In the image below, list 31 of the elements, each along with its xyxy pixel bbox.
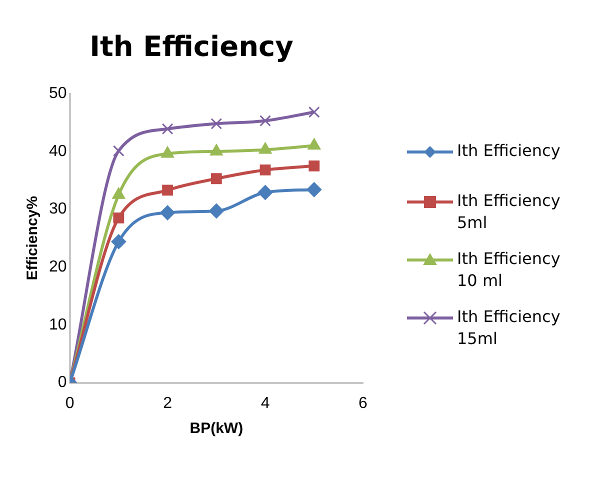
y-tick-label: 50 — [49, 85, 67, 102]
point — [260, 115, 271, 126]
y-axis-title: Efficiency% — [24, 196, 42, 280]
point — [306, 182, 322, 198]
x-axis-title: BP(kW) — [190, 420, 244, 438]
legend-label: Ith Efficiency 10 ml — [457, 248, 562, 292]
point — [160, 205, 176, 220]
y-tick-label: 40 — [49, 142, 67, 160]
point — [260, 164, 271, 176]
x-tick-label: 6 — [358, 394, 368, 412]
legend-label: Ith Efficiency — [457, 140, 562, 162]
point — [210, 173, 222, 184]
point — [111, 234, 126, 250]
point — [208, 204, 224, 219]
point — [162, 123, 174, 135]
x-tick-label: 2 — [163, 394, 172, 412]
y-tick-label: 20 — [49, 258, 67, 276]
point — [210, 118, 222, 130]
y-tick-label: 10 — [49, 316, 67, 334]
y-tick-label: 0 — [58, 374, 67, 392]
point — [113, 212, 124, 224]
legend-label: Ith Efficiency 5ml — [457, 190, 562, 234]
chart-title: Ith Efficiency — [90, 30, 294, 64]
point — [308, 160, 320, 172]
point — [112, 145, 124, 157]
point — [258, 185, 273, 200]
point — [308, 106, 320, 118]
point — [162, 184, 173, 196]
y-tick-label: 30 — [49, 200, 67, 218]
legend-label: Ith Efficiency 15ml — [457, 306, 562, 350]
x-tick-label: 4 — [260, 394, 270, 412]
